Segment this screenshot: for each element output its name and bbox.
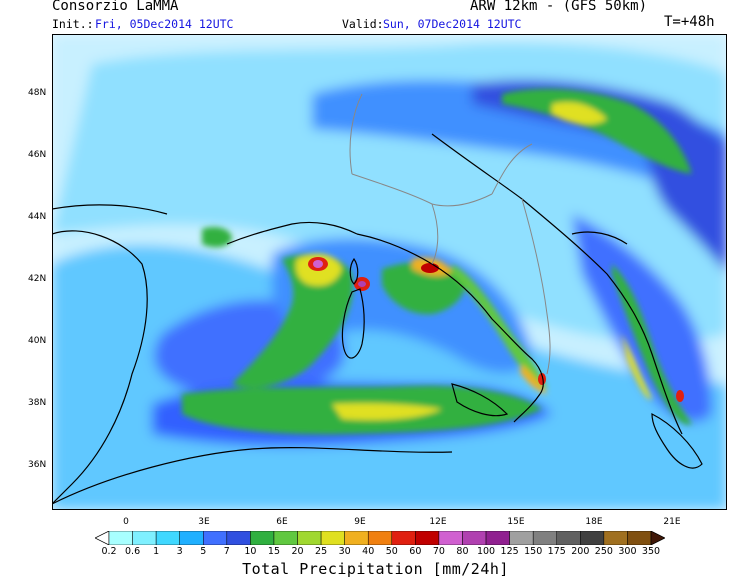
init-value: Fri, 05Dec2014 12UTC	[95, 17, 234, 31]
colorbar-segment	[250, 531, 275, 545]
lon-label: 15E	[507, 517, 525, 527]
colorbar-segment	[391, 531, 416, 545]
colorbar-level-label: 125	[500, 546, 519, 557]
colorbar-segment	[297, 531, 322, 545]
colorbar-segment	[462, 531, 487, 545]
coastlines	[52, 133, 703, 505]
precipitation-heavy	[182, 88, 692, 435]
colorbar-level-label: 25	[315, 546, 328, 557]
colorbar-level-label: 80	[456, 546, 469, 557]
colorbar-segment	[603, 531, 628, 545]
model-title: ARW 12km - (GFS 50km)	[470, 0, 648, 14]
lat-label: 40N	[28, 336, 47, 346]
colorbar-segment	[155, 531, 180, 545]
colorbar-level-label: 150	[524, 546, 543, 557]
colorbar-segment	[532, 531, 557, 545]
colorbar-segment	[344, 531, 369, 545]
valid-value: Sun, 07Dec2014 12UTC	[383, 17, 522, 31]
colorbar-segment	[132, 531, 157, 545]
lat-label: 48N	[28, 88, 47, 98]
lon-label: 21E	[663, 517, 681, 527]
colorbar-level-label: 0.6	[125, 546, 141, 557]
colorbar-segment	[226, 531, 251, 545]
lon-label: 0	[123, 517, 129, 527]
colorbar-segment	[509, 531, 534, 545]
colorbar-segment	[203, 531, 228, 545]
colorbar-level-label: 10	[244, 546, 257, 557]
init-label: Init.:	[52, 17, 94, 31]
org-title: Consorzio LaMMA	[52, 0, 179, 14]
colorbar-level-label: 3	[176, 546, 183, 557]
colorbar-level-label: 100	[476, 546, 496, 557]
colorbar-level-label: 30	[338, 546, 351, 557]
colorbar-segment	[415, 531, 440, 545]
colorbar-level-label: 60	[409, 546, 422, 557]
colorbar-title: Total Precipitation [mm/24h]	[242, 560, 509, 578]
political-borders	[349, 93, 551, 375]
colorbar-level-label: 40	[362, 546, 375, 557]
valid-label: Valid:	[342, 17, 384, 31]
colorbar-under-triangle	[95, 531, 110, 545]
lat-label: 44N	[28, 212, 47, 222]
colorbar-level-label: 0.2	[101, 546, 117, 557]
precipitation-cores	[308, 257, 684, 402]
lon-label: 6E	[276, 517, 288, 527]
colorbar-segment	[627, 531, 652, 545]
colorbar-level-label: 1	[153, 546, 160, 557]
colorbar-segment	[179, 531, 204, 545]
lon-label: 3E	[198, 517, 210, 527]
colorbar-segment	[580, 531, 605, 545]
colorbar-segment	[438, 531, 463, 545]
colorbar-segment	[108, 531, 133, 545]
colorbar-level-label: 15	[267, 546, 280, 557]
colorbar-level-label: 70	[432, 546, 445, 557]
colorbar-level-label: 5	[200, 546, 207, 557]
colorbar-level-label: 250	[594, 546, 613, 557]
colorbar-level-label: 7	[223, 546, 230, 557]
colorbar-level-label: 50	[385, 546, 398, 557]
colorbar-segment	[273, 531, 298, 545]
lon-label: 9E	[354, 517, 366, 527]
lat-label: 38N	[28, 398, 47, 408]
colorbar-over-triangle	[650, 531, 665, 545]
lead-time: T=+48h	[664, 14, 715, 30]
lon-label: 18E	[585, 517, 603, 527]
colorbar-segment	[367, 531, 393, 545]
colorbar	[95, 531, 665, 545]
precipitation-map	[52, 34, 727, 510]
colorbar-level-label: 200	[571, 546, 590, 557]
lon-label: 12E	[429, 517, 447, 527]
lat-label: 46N	[28, 150, 47, 160]
lat-label: 42N	[28, 274, 47, 284]
colorbar-level-label: 20	[291, 546, 304, 557]
colorbar-segment	[556, 531, 581, 545]
colorbar-level-label: 300	[618, 546, 637, 557]
colorbar-level-label: 350	[641, 546, 661, 557]
colorbar-level-label: 175	[547, 546, 566, 557]
lat-label: 36N	[28, 460, 47, 470]
colorbar-segment	[485, 531, 510, 545]
colorbar-segment	[320, 531, 345, 545]
